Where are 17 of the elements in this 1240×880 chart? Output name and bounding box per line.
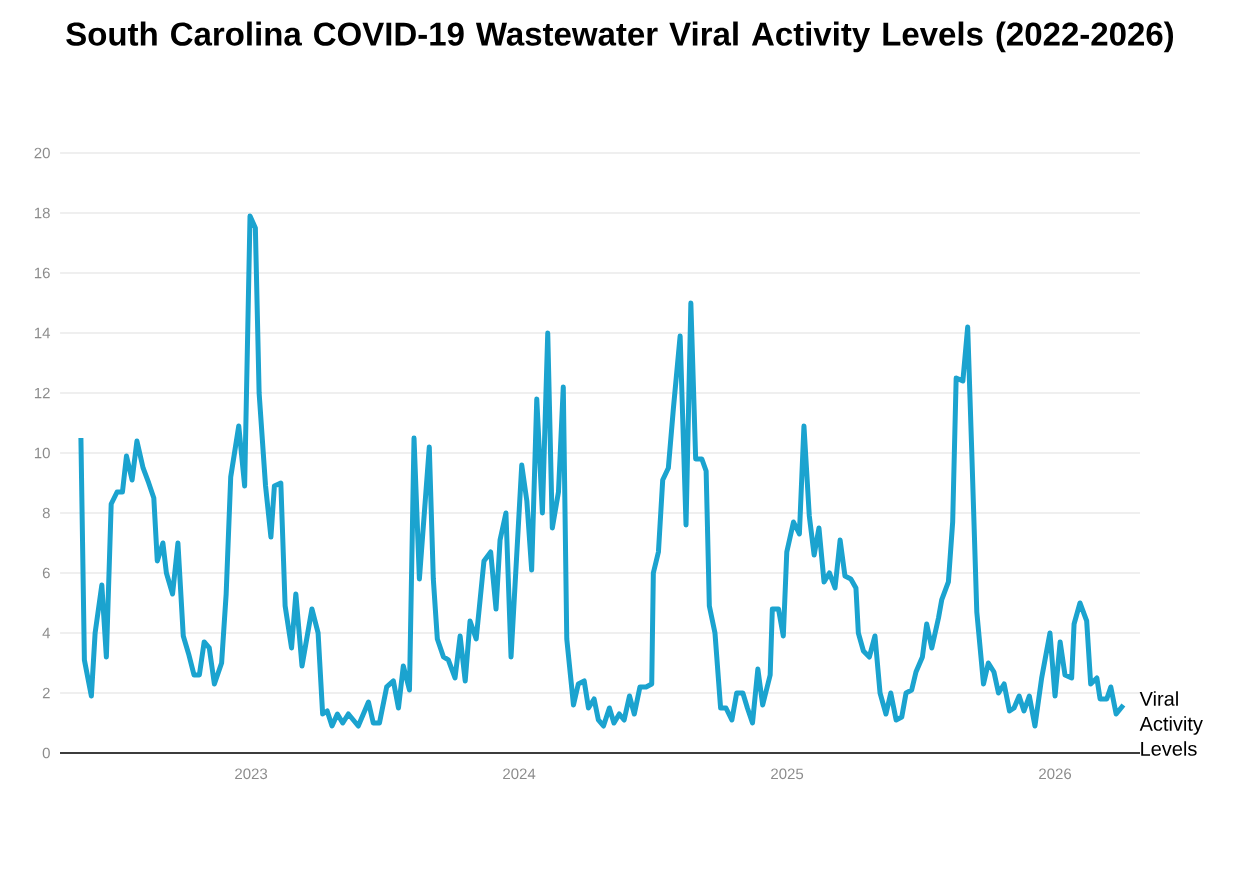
chart-title: South Carolina COVID-19 Wastewater Viral Activity Levels (2022-2026) (66, 21, 1174, 53)
y-tick-label: 0 (42, 747, 50, 759)
y-tick-label: 6 (42, 567, 50, 579)
y-tick-label: 12 (34, 387, 50, 399)
y-tick-label: 18 (34, 207, 50, 219)
y-tick-label: 20 (34, 147, 50, 159)
y-tick-label: 4 (42, 627, 51, 639)
y-tick-label: 10 (34, 447, 50, 459)
x-tick-label: 2023 (235, 768, 268, 780)
x-tick-label: 2024 (503, 768, 536, 780)
y-tick-label: 2 (42, 687, 50, 699)
y-tick-label: 16 (34, 267, 50, 279)
y-tick-label: 14 (34, 327, 51, 339)
y-tick-label: 8 (42, 507, 50, 519)
series-label: Viral Activity Levels (1139, 691, 1203, 756)
x-tick-label: 2025 (771, 768, 804, 780)
x-tick-label: 2026 (1039, 768, 1072, 780)
